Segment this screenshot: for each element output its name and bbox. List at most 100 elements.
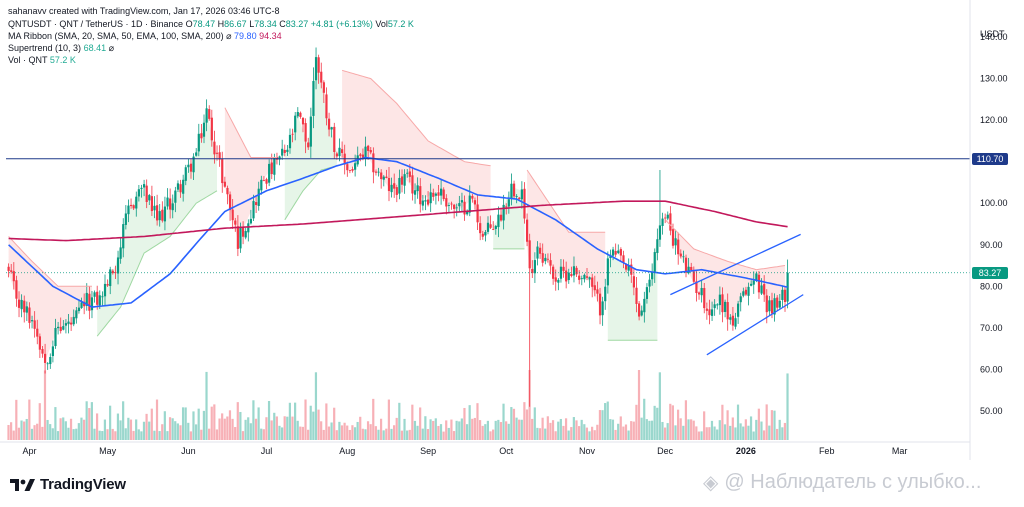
- legend-ma-title[interactable]: MA Ribbon (SMA, 20, SMA, 50, EMA, 100, S…: [8, 31, 224, 41]
- candle-body: [213, 141, 216, 155]
- volume-bar: [23, 421, 26, 440]
- candle-body: [661, 218, 664, 226]
- candle-body: [286, 149, 289, 152]
- volume-bar: [69, 418, 73, 440]
- candle-body: [426, 199, 430, 205]
- candle-body: [33, 320, 36, 329]
- candle-body: [617, 250, 620, 254]
- candle-body: [497, 214, 500, 228]
- candle-body: [77, 307, 81, 312]
- candle-body: [398, 177, 401, 194]
- currency-label[interactable]: USDT: [980, 29, 1005, 39]
- candle-body: [322, 82, 325, 93]
- volume-bar: [283, 416, 286, 440]
- volume-bar: [437, 425, 440, 440]
- volume-bar: [450, 419, 453, 440]
- legend-supertrend-suffix: ⌀: [108, 43, 115, 53]
- candle-body: [536, 246, 539, 259]
- volume-bar: [189, 431, 192, 440]
- volume-bar: [226, 416, 229, 440]
- volume-bar: [468, 405, 471, 440]
- candle-body: [103, 283, 107, 297]
- candle-body: [268, 163, 271, 183]
- candle-body: [713, 304, 716, 309]
- volume-bar: [351, 425, 354, 440]
- volume-bar: [460, 418, 463, 440]
- candle-body: [413, 190, 417, 195]
- volume-bar: [176, 423, 179, 440]
- candle-body: [684, 257, 688, 273]
- volume-bar: [49, 424, 52, 440]
- candle-body: [669, 213, 672, 231]
- volume-bar: [669, 403, 672, 440]
- volume-bar: [103, 419, 107, 440]
- candle-body: [458, 203, 461, 207]
- candle-body: [90, 297, 94, 311]
- volume-bar: [385, 428, 388, 440]
- candle-body: [377, 171, 380, 173]
- candle-body: [591, 277, 594, 287]
- candle-body: [499, 214, 503, 221]
- candle-body: [648, 279, 651, 287]
- candle-body: [231, 209, 234, 221]
- volume-bar: [695, 426, 698, 440]
- volume-bar: [484, 424, 487, 440]
- candle-body: [101, 296, 104, 298]
- volume-bar: [439, 424, 443, 440]
- candle-body: [28, 307, 31, 323]
- volume-bar: [718, 420, 721, 440]
- legend-supertrend-title[interactable]: Supertrend (10, 3): [8, 43, 82, 53]
- candle-body: [690, 266, 693, 271]
- volume-bar: [374, 426, 377, 440]
- volume-bar: [98, 430, 101, 440]
- x-tick-label: Mar: [892, 446, 908, 456]
- candle-body: [260, 179, 263, 191]
- candle-body: [783, 289, 787, 302]
- volume-bar: [111, 428, 114, 440]
- volume-bar: [786, 373, 789, 440]
- legend-change: +4.81 (+6.13%): [310, 19, 373, 29]
- watermark-text: @ Наблюдатель с улыбко...: [724, 471, 982, 493]
- volume-bar: [114, 431, 117, 440]
- volume-bar: [335, 430, 338, 440]
- candle-body: [630, 264, 633, 275]
- volume-bar: [101, 431, 104, 440]
- y-tick-label: 140.00: [980, 32, 1008, 42]
- supertrend-area: [8, 236, 93, 362]
- volume-bar: [768, 425, 771, 440]
- candle-body: [533, 260, 536, 274]
- candle-body: [49, 357, 52, 365]
- candle-body: [463, 201, 466, 215]
- volume-bar: [288, 402, 291, 440]
- volume-bar: [713, 426, 716, 440]
- candle-body: [36, 328, 39, 337]
- candle-body: [96, 291, 99, 305]
- legend-ma-symbol: ⌀: [226, 31, 232, 41]
- candle-body: [510, 183, 513, 199]
- x-tick-label: Aug: [339, 446, 355, 456]
- legend-vol-label: Vol: [375, 19, 388, 29]
- legend-volume-title[interactable]: Vol · QNT: [8, 55, 48, 65]
- volume-bar: [703, 411, 706, 440]
- candle-body: [161, 209, 164, 221]
- candle-body: [273, 157, 276, 175]
- volume-bar: [770, 410, 773, 440]
- candle-body: [744, 289, 748, 295]
- tradingview-logo[interactable]: TradingView: [10, 476, 126, 493]
- volume-bar: [228, 410, 232, 440]
- candle-body: [166, 197, 169, 207]
- volume-bar: [645, 419, 648, 440]
- candle-body: [578, 275, 581, 280]
- volume-bar: [653, 405, 656, 440]
- candle-body: [176, 183, 180, 190]
- volume-bar: [393, 425, 396, 440]
- supertrend-fill: [8, 53, 785, 362]
- candle-body: [786, 272, 789, 302]
- volume-bar: [630, 421, 633, 440]
- volume-bar: [531, 418, 534, 440]
- candle-body: [619, 249, 622, 256]
- candle-body: [520, 189, 523, 200]
- candle-body: [314, 57, 318, 81]
- volume-bar: [309, 405, 312, 440]
